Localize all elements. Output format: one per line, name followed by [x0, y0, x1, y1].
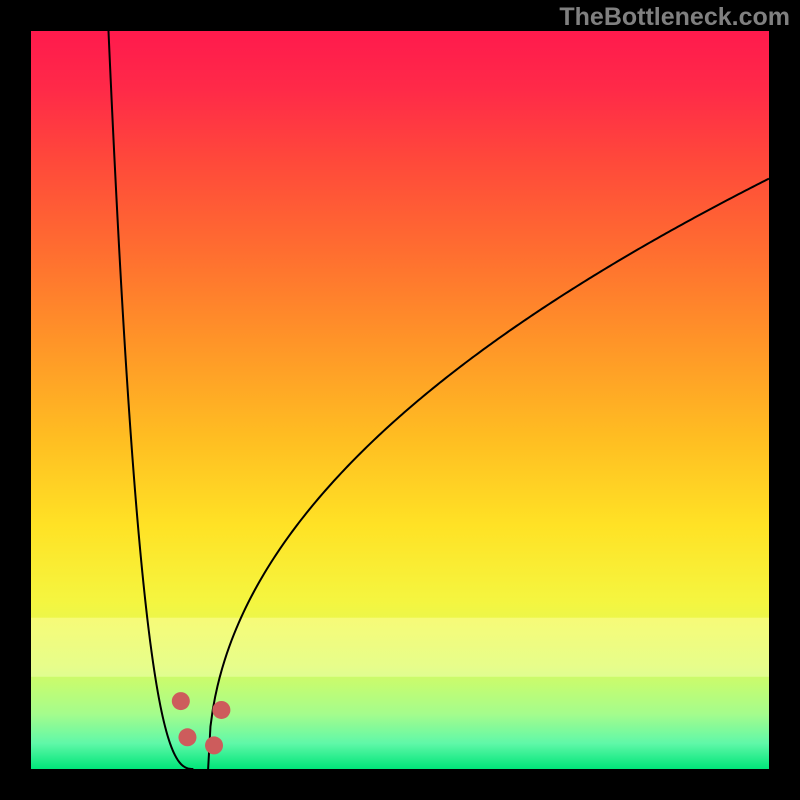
marker-point	[178, 728, 196, 746]
marker-point	[172, 692, 190, 710]
marker-point	[212, 701, 230, 719]
watermark-text: TheBottleneck.com	[559, 3, 790, 31]
bottleneck-chart: TheBottleneck.com	[0, 0, 800, 800]
marker-point	[205, 736, 223, 754]
pale-band	[31, 618, 769, 677]
